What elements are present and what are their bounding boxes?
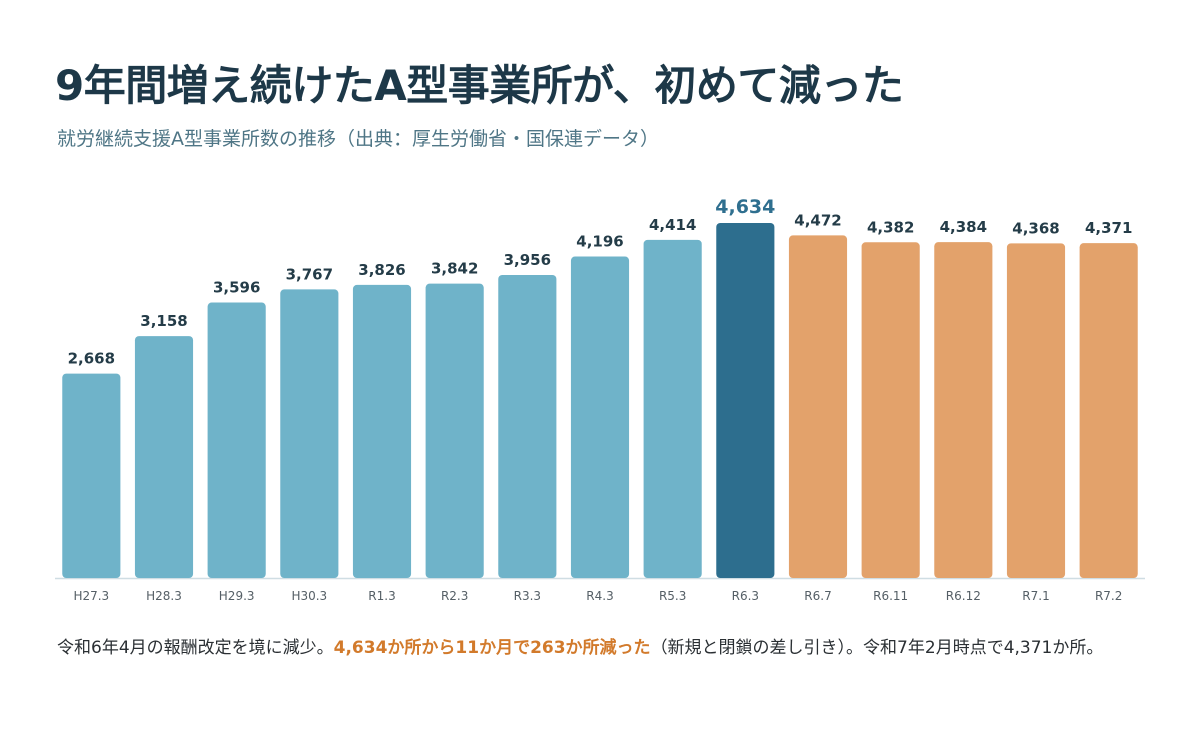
footnote: 令和6年4月の報酬改定を境に減少。4,634か所から11か月で263か所減った（… (57, 634, 1142, 663)
value-label-R3.3: 3,956 (504, 251, 551, 269)
bar-R4.3 (570, 256, 630, 578)
bar-H28.3 (134, 336, 194, 578)
bar-R7.2 (1079, 243, 1138, 578)
bar-R7.1 (1006, 243, 1066, 579)
bar-R5.3 (643, 239, 702, 578)
value-label-R2.3: 3,842 (431, 260, 478, 278)
value-label-R1.3: 3,826 (358, 261, 405, 279)
x-tick-R6.12: R6.12 (946, 589, 981, 603)
bar-H29.3 (207, 302, 266, 578)
value-label-R7.2: 4,371 (1085, 219, 1132, 237)
x-tick-R1.3: R1.3 (368, 589, 395, 603)
bar-R1.3 (352, 284, 412, 578)
bar-R6.3 (716, 223, 775, 578)
x-tick-R3.3: R3.3 (514, 589, 541, 603)
value-label-R7.1: 4,368 (1012, 219, 1059, 237)
x-tick-H30.3: H30.3 (291, 589, 327, 603)
value-label-R6.12: 4,384 (940, 218, 987, 236)
value-label-R6.7: 4,472 (794, 211, 841, 229)
x-tick-R6.3: R6.3 (732, 589, 759, 603)
bar-chart: 2,668 H27.3 3,158 H28.3 3,596 H29.3 3,767 H30.3… (55, 196, 1145, 603)
bar-R6.12 (934, 242, 993, 578)
x-tick-R4.3: R4.3 (586, 589, 613, 603)
x-tick-R2.3: R2.3 (441, 589, 468, 603)
chart-subtitle: 就労継続支援A型事業所数の推移（出典：厚生労働省・国保連データ） (57, 128, 659, 150)
bar-R6.11 (861, 242, 920, 578)
bar-H27.3 (62, 373, 121, 578)
value-label-H29.3: 3,596 (213, 279, 260, 297)
bar-R3.3 (498, 274, 557, 578)
x-tick-R6.7: R6.7 (804, 589, 831, 603)
chart-title: 9年間増え続けたA型事業所が、初めて減った (55, 61, 904, 110)
value-label-R6.11: 4,382 (867, 218, 914, 236)
bar-R6.7 (788, 235, 848, 578)
footnote-part2: （新規と閉鎖の差し引き）。令和7年2月時点で4,371か所。 (650, 638, 1104, 658)
bar-H30.3 (280, 289, 339, 578)
value-label-R6.3: 4,634 (715, 196, 775, 218)
x-tick-H29.3: H29.3 (219, 589, 255, 603)
value-label-R5.3: 4,414 (649, 216, 696, 234)
value-label-H27.3: 2,668 (68, 350, 115, 368)
x-tick-R7.2: R7.2 (1095, 589, 1122, 603)
x-tick-R5.3: R5.3 (659, 589, 686, 603)
footnote-highlight: 4,634か所から11か月で263か所減った (333, 638, 651, 658)
x-tick-H28.3: H28.3 (146, 589, 182, 603)
value-label-H28.3: 3,158 (140, 312, 187, 330)
x-tick-R6.11: R6.11 (873, 589, 908, 603)
x-tick-H27.3: H27.3 (73, 589, 109, 603)
value-label-R4.3: 4,196 (576, 233, 623, 251)
value-label-H30.3: 3,767 (286, 265, 333, 283)
footnote-part1: 令和6年4月の報酬改定を境に減少。 (57, 638, 334, 658)
bar-R2.3 (425, 283, 484, 578)
x-tick-R7.1: R7.1 (1022, 589, 1049, 603)
